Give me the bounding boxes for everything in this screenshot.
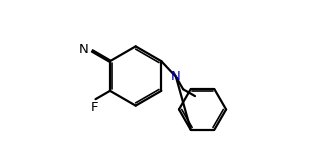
- Text: F: F: [91, 101, 99, 114]
- Text: N: N: [79, 43, 89, 56]
- Text: N: N: [171, 70, 181, 83]
